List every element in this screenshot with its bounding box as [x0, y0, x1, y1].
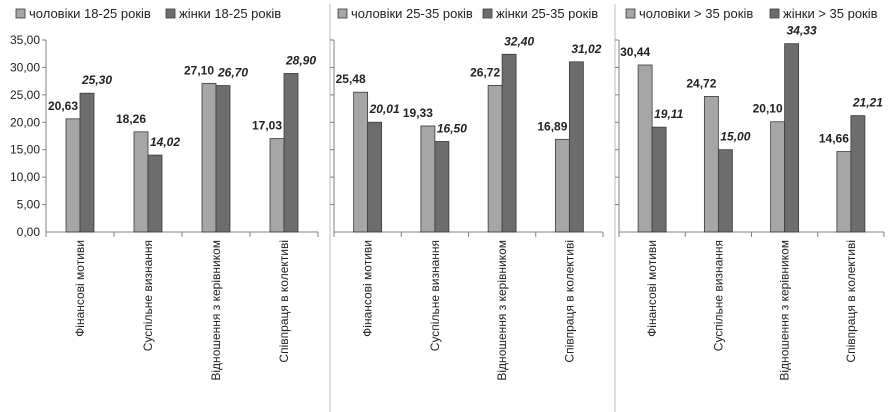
bar-men: [703, 95, 719, 233]
data-label-men: 26,72: [470, 65, 500, 79]
chart-panel-3: чоловіки > 35 років жінки > 35 років Фінан…: [615, 6, 885, 381]
bar-women: [367, 121, 383, 233]
data-label-women: 25,30: [81, 73, 112, 87]
bar-women: [79, 92, 95, 233]
data-label-women: 26,70: [217, 66, 248, 80]
data-label-women: 32,40: [504, 34, 534, 48]
data-label-men: 20,10: [753, 102, 783, 116]
data-label-men: 25,48: [336, 72, 366, 86]
x-category-label: Відношення з керівником: [778, 240, 792, 381]
bar-women: [651, 126, 667, 233]
data-label-men: 27,10: [184, 63, 214, 77]
y-tick-label: 0,00: [17, 225, 41, 239]
y-tick-label: 5,00: [17, 198, 41, 212]
data-label-women: 28,90: [285, 53, 316, 67]
x-category-label: Відношення з керівником: [209, 240, 223, 381]
bar-men: [133, 131, 149, 233]
x-category-label: Фінансові мотиви: [645, 240, 659, 337]
bar-women: [501, 53, 517, 233]
bar-women: [784, 43, 800, 233]
data-label-men: 18,26: [116, 112, 146, 126]
chart-panel-2: чоловіки 25-35 років жінки 25-35 років Фін…: [330, 6, 604, 381]
bar-men: [487, 85, 503, 233]
y-tick-label: 20,00: [10, 115, 40, 129]
x-category-label: Фінансові мотиви: [73, 240, 87, 337]
data-label-women: 34,33: [787, 24, 817, 38]
bar-men: [637, 64, 653, 233]
legend-label-men: чоловіки > 35 років: [639, 6, 753, 21]
data-label-men: 14,66: [819, 132, 849, 146]
chart-panel-1: чоловіки 18-25 років жінки 18-25 років 0,0…: [10, 6, 319, 381]
bar-women: [147, 154, 163, 233]
x-category-label: Відношення з керівником: [495, 240, 509, 381]
x-category-label: Співпраця в колективі: [844, 240, 858, 363]
bar-men: [770, 121, 786, 233]
data-label-women: 31,02: [571, 42, 601, 56]
x-category-label: Співпраця в колективі: [562, 240, 576, 363]
data-label-men: 16,89: [537, 119, 567, 133]
x-category-label: Фінансові мотиви: [361, 240, 375, 337]
x-category-label: Суспільне визнання: [711, 240, 725, 351]
data-label-men: 20,63: [48, 99, 78, 113]
bar-women: [717, 149, 733, 233]
bar-men: [65, 118, 81, 233]
legend-label-women: жінки > 35 років: [783, 6, 878, 21]
bar-women: [215, 85, 231, 233]
data-label-men: 30,44: [620, 45, 650, 59]
bar-men: [201, 82, 217, 233]
legend-swatch-women: [482, 8, 493, 19]
legend-swatch-men: [15, 8, 26, 19]
y-tick-label: 30,00: [10, 60, 40, 74]
data-label-women: 19,11: [654, 107, 683, 121]
legend-swatch-women: [769, 8, 780, 19]
legend-label-men: чоловіки 18-25 років: [29, 6, 151, 21]
legend-label-women: жінки 25-35 років: [496, 6, 598, 21]
y-tick-label: 10,00: [10, 170, 40, 184]
x-category-label: Співпраця в колективі: [277, 240, 291, 363]
data-label-men: 17,03: [252, 119, 282, 133]
legend-label-women: жінки 18-25 років: [179, 6, 281, 21]
data-label-women: 16,50: [437, 121, 467, 135]
data-label-women: 15,00: [720, 130, 750, 144]
legend-swatch-men: [625, 8, 636, 19]
bar-women: [850, 115, 866, 233]
y-tick-label: 35,00: [10, 33, 40, 47]
data-label-women: 21,21: [852, 96, 883, 110]
legend-swatch-women: [165, 8, 176, 19]
y-tick-label: 15,00: [10, 143, 40, 157]
bar-women: [434, 141, 450, 233]
legend-swatch-men: [337, 8, 348, 19]
bar-women: [283, 73, 299, 233]
bar-men: [554, 138, 570, 233]
data-label-women: 20,01: [369, 102, 400, 116]
y-tick-label: 25,00: [10, 88, 40, 102]
bar-men: [836, 151, 852, 233]
bar-men: [269, 138, 285, 233]
data-label-women: 14,02: [150, 135, 180, 149]
bar-men: [353, 91, 369, 233]
bar-men: [420, 125, 436, 233]
legend-label-men: чоловіки 25-35 років: [351, 6, 473, 21]
x-category-label: Суспільне визнання: [428, 240, 442, 351]
data-label-men: 19,33: [403, 106, 433, 120]
data-label-men: 24,72: [686, 76, 716, 90]
bar-women: [568, 61, 584, 233]
x-category-label: Суспільне визнання: [141, 240, 155, 351]
